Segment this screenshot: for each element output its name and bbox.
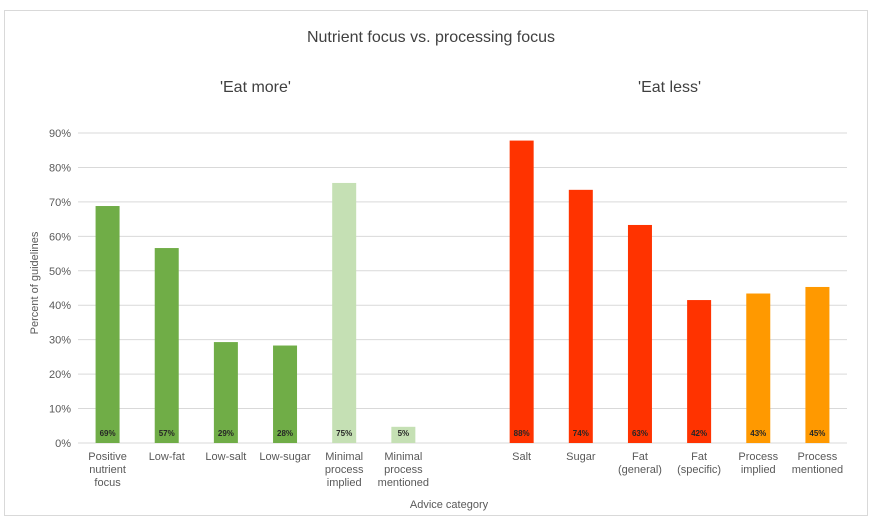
bar <box>391 426 416 443</box>
category-label: Process mentioned <box>792 451 843 476</box>
data-label: 69% <box>100 429 116 438</box>
data-label: 88% <box>514 429 530 438</box>
y-tick-label: 80% <box>49 162 71 174</box>
gridlines <box>78 132 847 444</box>
bar <box>746 293 771 443</box>
group-labels: 'Eat more' 'Eat less' <box>220 79 701 96</box>
y-axis-title: Percent of guidelines <box>29 231 41 334</box>
bars <box>95 140 830 444</box>
category-label: Minimal process implied <box>325 451 364 489</box>
y-tick-label: 40% <box>49 300 71 312</box>
data-label: 57% <box>159 429 175 438</box>
bar <box>154 248 179 443</box>
data-label: 5% <box>398 429 410 438</box>
data-labels: 69% 57% 29% 28% 75% 5% 88% 74% 63% 42% 43% 45% <box>100 429 826 438</box>
chart-svg: Nutrient focus vs. processing focus 0% 10… <box>29 29 847 511</box>
y-tick-label: 30% <box>49 335 71 347</box>
bar <box>568 189 593 443</box>
data-label: 75% <box>336 429 352 438</box>
category-label: Sugar <box>566 451 596 463</box>
bar <box>509 140 534 444</box>
x-axis-title: Advice category <box>410 499 489 511</box>
data-label: 43% <box>750 429 766 438</box>
y-tick-label: 70% <box>49 197 71 209</box>
category-label: Low-salt <box>205 451 246 463</box>
bar <box>273 345 298 443</box>
y-tick-label: 90% <box>49 128 71 140</box>
bar <box>805 286 830 443</box>
y-axis-tick-labels: 0% 10% 20% 30% 40% 50% 60% 70% 80% 90% <box>49 128 71 450</box>
category-label: Low-fat <box>149 451 185 463</box>
bar <box>332 182 357 443</box>
chart-title: Nutrient focus vs. processing focus <box>307 29 555 46</box>
data-label: 63% <box>632 429 648 438</box>
y-tick-label: 0% <box>55 438 71 450</box>
bar <box>95 206 120 443</box>
y-tick-label: 60% <box>49 231 71 243</box>
category-label: Fat (specific) <box>677 451 721 476</box>
group-label: 'Eat less' <box>638 79 701 96</box>
category-label: Minimal process mentioned <box>378 451 429 489</box>
group-label: 'Eat more' <box>220 79 291 96</box>
data-label: 45% <box>809 429 825 438</box>
data-label: 28% <box>277 429 293 438</box>
bar <box>687 300 712 443</box>
category-label: Low-sugar <box>259 451 311 463</box>
x-axis-category-labels: Positive nutrient focus Low-fat Low-salt Low-… <box>88 451 843 489</box>
category-label: Fat (general) <box>618 451 662 476</box>
category-label: Positive nutrient focus <box>88 451 127 489</box>
y-tick-label: 10% <box>49 404 71 416</box>
category-label: Salt <box>512 451 531 463</box>
chart-frame: Nutrient focus vs. processing focus 0% 10… <box>4 10 868 516</box>
category-label: Process implied <box>738 451 778 476</box>
bar <box>213 342 238 443</box>
data-label: 74% <box>573 429 589 438</box>
bar <box>627 224 652 443</box>
data-label: 42% <box>691 429 707 438</box>
y-tick-label: 20% <box>49 369 71 381</box>
y-tick-label: 50% <box>49 266 71 278</box>
data-label: 29% <box>218 429 234 438</box>
